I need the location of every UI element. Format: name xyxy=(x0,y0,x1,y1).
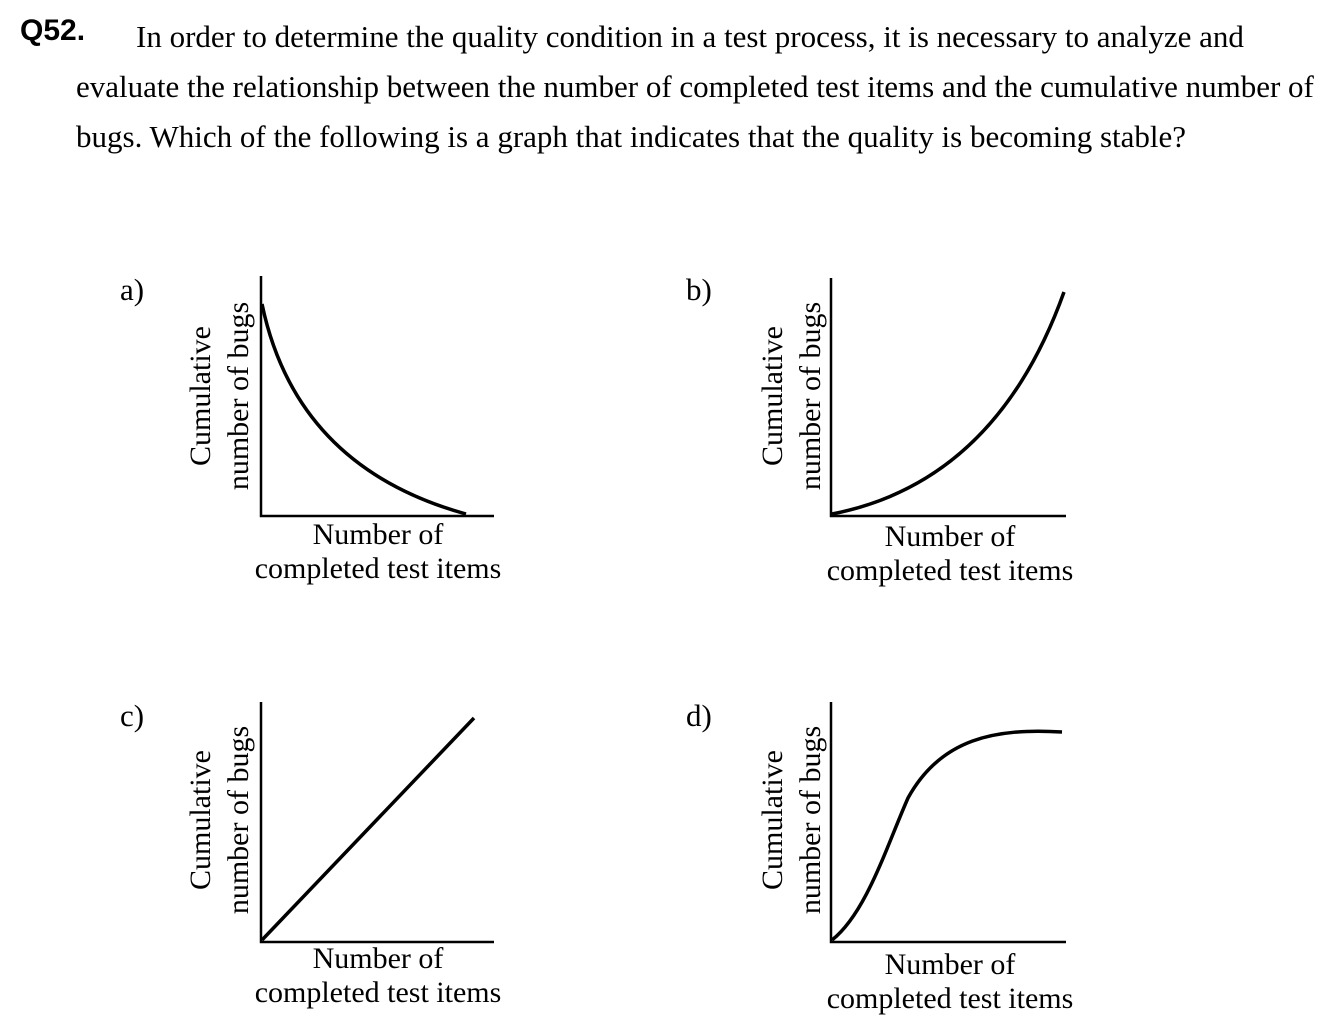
option-b-y-label: Cumulative number of bugs xyxy=(756,301,827,491)
option-b-curve xyxy=(831,291,1066,516)
question-text: In order to determine the quality condit… xyxy=(76,19,1314,154)
option-d-curve xyxy=(830,729,1063,942)
option-b-axes xyxy=(829,278,1066,518)
option-c-graph xyxy=(259,702,494,944)
option-a-y-label: Cumulative number of bugs xyxy=(184,301,255,491)
option-c-y-label: Cumulative number of bugs xyxy=(184,725,255,915)
option-c-line xyxy=(260,716,476,942)
option-b-x-label: Number of completed test items xyxy=(826,520,1074,587)
option-d-axes xyxy=(829,702,1066,944)
option-a-curve xyxy=(260,303,467,516)
option-d-graph xyxy=(829,702,1066,944)
option-c-x-label: Number of completed test items xyxy=(254,942,502,1009)
option-a-graph xyxy=(259,276,494,518)
option-a-axes xyxy=(259,276,494,518)
question-number: Q52. xyxy=(20,14,86,47)
option-a-label: a) xyxy=(120,272,145,307)
option-d-x-label: Number of completed test items xyxy=(826,948,1074,1015)
option-c-axes xyxy=(259,702,494,944)
option-a-x-label: Number of completed test items xyxy=(254,518,502,585)
option-b-graph xyxy=(829,278,1066,518)
option-d-label: d) xyxy=(686,698,712,733)
option-d-y-label: Cumulative number of bugs xyxy=(756,725,827,915)
option-b-label: b) xyxy=(686,272,712,307)
option-c-label: c) xyxy=(120,698,145,733)
